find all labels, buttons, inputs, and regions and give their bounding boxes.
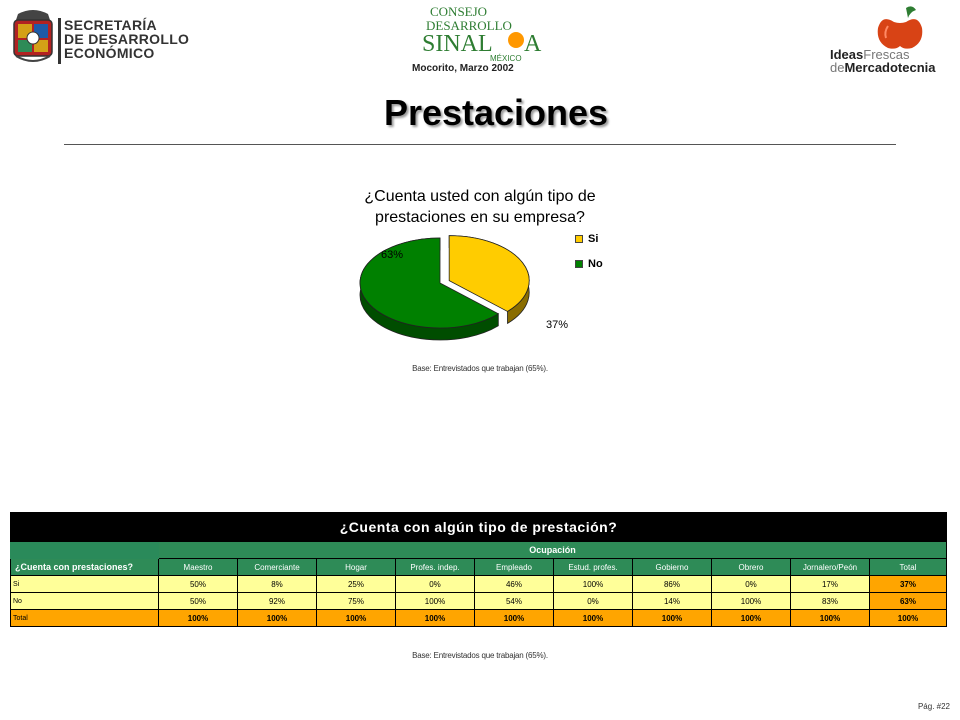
secretaria-line-3: ECONÓMICO (64, 45, 155, 61)
table-cell: 0% (395, 575, 475, 593)
table-cell: 100% (553, 575, 633, 593)
table-title: ¿Cuenta con algún tipo de prestación? (10, 512, 947, 542)
chart-title-line-2: prestaciones en su empresa? (375, 209, 585, 226)
desarrollo-word: DESARROLLO (426, 18, 512, 33)
column-header: Estud. profes. (553, 558, 633, 576)
table-cell: 25% (316, 575, 396, 593)
apple-icon (877, 6, 923, 49)
table-cell: 46% (474, 575, 554, 593)
legend-swatch-no (575, 260, 583, 268)
secretaria-line-2: DE DESARROLLO (64, 31, 190, 47)
table-cell: 0% (711, 575, 791, 593)
table-cell: 100% (632, 609, 712, 627)
table-corner-blank (10, 541, 159, 559)
pie-label-si: 37% (546, 319, 569, 331)
table-cell: 86% (632, 575, 712, 593)
frescas-word: Frescas (863, 47, 910, 62)
column-header: Gobierno (632, 558, 712, 576)
table-cell: 100% (158, 609, 238, 627)
table-cell: 54% (474, 592, 554, 610)
table-cell: 100% (395, 592, 475, 610)
state-seal-logo (13, 10, 53, 62)
row-label-no: No (10, 592, 159, 610)
page-title: Prestaciones (383, 92, 609, 133)
legend-item-no: No (575, 257, 603, 271)
secretaria-logo-text: SECRETARÍA DE DESARROLLO ECONÓMICO (58, 17, 190, 64)
table-cell: 100% (553, 609, 633, 627)
column-header: Comerciante (237, 558, 317, 576)
table-cell: 83% (790, 592, 870, 610)
pie-slice-si (448, 235, 530, 312)
chart-title: ¿Cuenta usted con algún tipo de prestaci… (330, 186, 630, 228)
table-cell: 17% (790, 575, 870, 593)
table-group-header: Ocupación (158, 541, 947, 559)
table-cell: 100% (474, 609, 554, 627)
table-cell: 100% (711, 592, 791, 610)
sinaloa-last-letter: A (524, 31, 542, 57)
consejo-sinaloa-logo: CONSEJO DESARROLLO SINAL A MÉXICO (422, 4, 542, 63)
column-header: Total (869, 558, 947, 576)
table-cell: 63% (869, 592, 947, 610)
table-row-header: ¿Cuenta con prestaciones? (10, 558, 159, 576)
sinaloa-word: SINAL (422, 31, 493, 57)
legend-label-no: No (588, 258, 603, 270)
table-cell: 92% (237, 592, 317, 610)
chart-base-note: Base: Entrevistados que trabajan (65%). (412, 364, 548, 373)
column-header: Maestro (158, 558, 238, 576)
header-date: Mocorito, Marzo 2002 (412, 63, 514, 74)
row-label-si: Si (10, 575, 159, 593)
table-cell: 8% (237, 575, 317, 593)
table-cell: 100% (790, 609, 870, 627)
table-cell: 50% (158, 575, 238, 593)
ideas-frescas-text: IdeasFrescas deMercadotecnia (830, 48, 936, 74)
column-header: Profes. indep. (395, 558, 475, 576)
pie-label-no: 63% (381, 249, 404, 261)
legend-item-si: Si (575, 232, 603, 246)
table-cell: 75% (316, 592, 396, 610)
consejo-word: CONSEJO (430, 4, 487, 19)
de-word: de (830, 60, 845, 75)
table-cell: 100% (869, 609, 947, 627)
chart-title-line-1: ¿Cuenta usted con algún tipo de (364, 188, 596, 205)
column-header: Hogar (316, 558, 396, 576)
row-label-total: Total (10, 609, 159, 627)
title-divider (64, 144, 896, 145)
table-cell: 100% (316, 609, 396, 627)
crosstab-table: ¿Cuenta con algún tipo de prestación? Oc… (10, 512, 947, 627)
secretaria-line-1: SECRETARÍA (64, 17, 157, 33)
column-header: Jornalero/Peón (790, 558, 870, 576)
legend-swatch-si (575, 235, 583, 243)
chart-legend: Si No (575, 232, 603, 282)
page-number: Pág. #22 (917, 702, 950, 711)
mexico-word: MÉXICO (490, 54, 522, 63)
column-header: Empleado (474, 558, 554, 576)
table-base-note: Base: Entrevistados que trabajan (65%). (412, 651, 548, 660)
table-cell: 100% (395, 609, 475, 627)
legend-label-si: Si (588, 233, 599, 245)
pie-chart (359, 235, 530, 341)
table-cell: 100% (237, 609, 317, 627)
table-cell: 37% (869, 575, 947, 593)
table-cell: 50% (158, 592, 238, 610)
table-cell: 0% (553, 592, 633, 610)
ideas-word: Ideas (830, 47, 864, 62)
mercadotecnia-word: Mercadotecnia (844, 60, 936, 75)
table-cell: 100% (711, 609, 791, 627)
column-header: Obrero (711, 558, 791, 576)
table-cell: 14% (632, 592, 712, 610)
pie-slice-no (359, 237, 500, 329)
